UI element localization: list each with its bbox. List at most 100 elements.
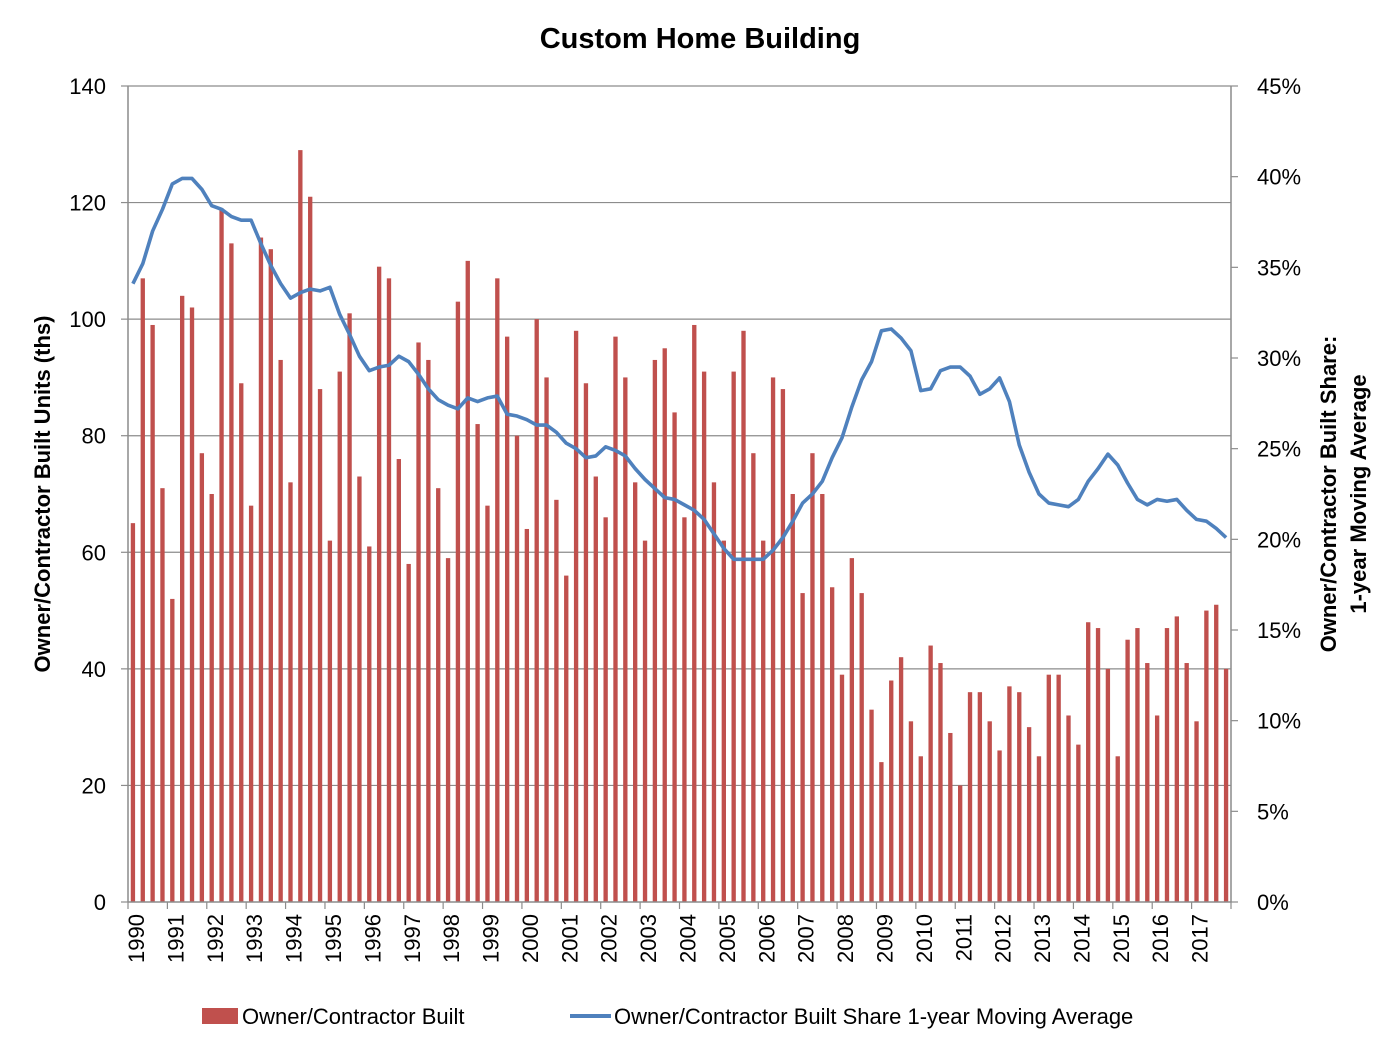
bar [948,732,953,902]
bar [731,371,736,903]
bar [898,657,904,902]
bar [918,756,923,902]
share-line [131,176,1228,562]
bar [633,482,638,902]
bar [347,313,352,902]
left-tick-label: 40 [82,657,106,682]
bar [278,359,283,902]
right-axis-title-line2: 1-year Moving Average [1346,374,1371,613]
x-tick-label: 2006 [754,914,779,963]
bar [248,505,254,902]
x-tick-label: 1997 [400,914,425,963]
bar [603,517,608,902]
bar [1145,663,1150,902]
x-tick-label: 2008 [833,914,858,963]
left-axis-title: Owner/Contractor Built Units (ths) [30,316,55,673]
bar [1046,674,1051,902]
x-tick-label: 2009 [872,914,897,963]
x-tick-label: 2012 [991,914,1016,963]
bar [928,645,933,902]
bar [701,371,707,903]
bar [367,546,372,902]
x-tick-label: 1995 [321,914,346,963]
bar [337,371,342,903]
bar [1007,686,1012,902]
bar [189,307,195,902]
bar [662,348,667,902]
bar [485,505,490,902]
bar [642,540,648,902]
bar [199,453,205,902]
bar [416,342,421,902]
bar [1105,668,1111,902]
bar [564,575,569,902]
bar [721,540,726,902]
bar [711,482,717,902]
bar [869,709,874,902]
bar [997,750,1002,902]
legend: Owner/Contractor Built Owner/Contractor … [202,1004,1133,1029]
bar [761,540,766,902]
bar [130,523,136,902]
x-tick-label: 2015 [1109,914,1134,963]
legend-swatch-bar [202,1008,238,1024]
x-tick-label: 2003 [636,914,661,963]
left-tick-label: 120 [69,191,106,216]
bar [613,336,618,903]
bar [308,196,313,902]
bar [1125,639,1130,902]
x-tick-label: 2007 [794,914,819,963]
left-tick-label: 100 [69,307,106,332]
bar [652,359,658,902]
x-tick-label: 2001 [557,914,582,963]
bar [800,593,805,902]
x-tick-label: 2000 [518,914,543,963]
bar [790,494,795,902]
bar [504,336,510,903]
left-axis-ticks: 0 20 40 60 80 100 120 140 [69,74,128,915]
gridlines [128,85,1231,787]
bar [209,494,214,902]
bar [140,278,145,902]
bar [1076,744,1081,902]
bar [829,587,835,902]
bar [987,721,992,902]
bar [544,377,549,902]
right-axis-title-line1: Owner/Contractor Built Share: [1316,336,1341,653]
x-tick-label: 2014 [1069,914,1094,963]
bar [436,488,441,902]
right-tick-label: 45% [1257,74,1301,99]
bar [524,528,530,902]
bar [889,680,894,902]
x-tick-label: 2016 [1148,914,1173,963]
bar [1026,727,1032,902]
bar [455,301,461,903]
bar [160,488,165,902]
right-tick-label: 0% [1257,890,1289,915]
x-tick-label: 2011 [951,914,976,961]
bar [554,499,559,902]
bar [357,476,362,902]
right-tick-label: 25% [1257,437,1301,462]
bar [1017,692,1022,902]
bar [741,330,746,902]
bar [317,389,323,903]
bar [573,330,579,902]
right-tick-label: 35% [1257,255,1301,280]
bar [810,453,815,902]
bar [849,558,855,902]
x-tick-label: 1998 [439,914,464,963]
bar [1174,616,1180,902]
bar [1135,628,1140,902]
bars [130,150,1229,903]
left-tick-label: 60 [82,540,106,565]
x-tick-label: 1994 [282,914,307,963]
bar [1223,668,1229,902]
bar [820,494,825,902]
bar [258,237,264,903]
bar [583,383,589,902]
bar [1184,663,1189,902]
x-tick-label: 1990 [124,914,149,963]
bar [1204,610,1209,902]
right-axis-ticks: 0% 5% 10% 15% 20% 25% 30% 35% 40% 45% [1231,74,1301,915]
